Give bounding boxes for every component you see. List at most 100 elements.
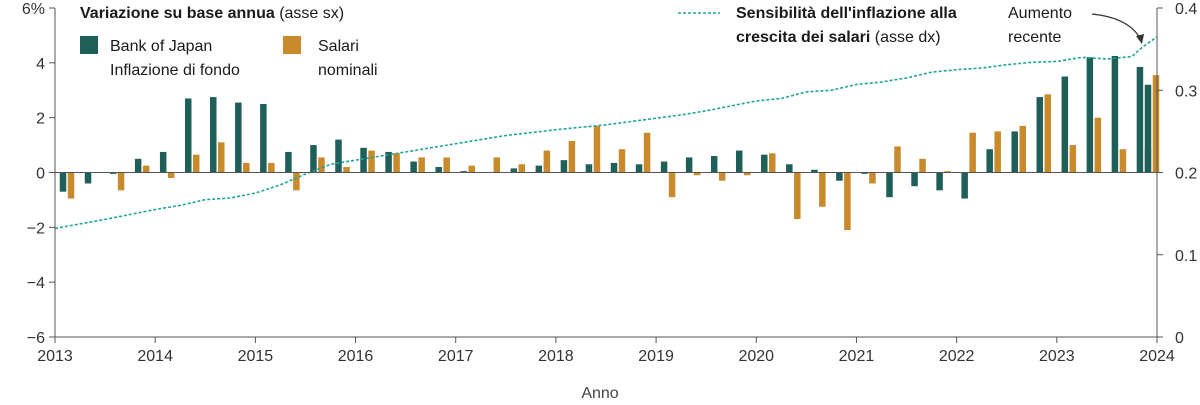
x-tick-label: 2024 [1139, 348, 1175, 365]
x-tick-label: 2016 [338, 348, 374, 365]
x-tick-label: 2014 [137, 348, 173, 365]
x-axis-title: Anno [581, 385, 618, 402]
bar-nominal-wages [67, 172, 75, 199]
y-left-tick-label: 4 [36, 56, 45, 73]
bar-nominal-wages [568, 140, 576, 173]
bar-core-inflation [460, 171, 467, 173]
bar-core-inflation [861, 172, 868, 174]
bar-core-inflation [235, 102, 242, 173]
x-tick-label: 2023 [1039, 348, 1075, 365]
bar-nominal-wages [769, 153, 776, 173]
bar-nominal-wages [718, 172, 726, 181]
bar-nominal-wages [1094, 117, 1102, 173]
bar-nominal-wages [418, 157, 425, 173]
x-tick-label: 2013 [37, 348, 73, 365]
bar-core-inflation [635, 164, 643, 173]
bar-core-inflation [560, 160, 568, 173]
bar-core-inflation [886, 172, 893, 198]
legend-swatch-core-inflation [80, 36, 98, 54]
legend-wages-line1: Salari [318, 38, 359, 55]
bar-nominal-wages [869, 172, 876, 184]
bar-nominal-wages [969, 132, 976, 173]
bar-core-inflation [1061, 76, 1069, 173]
bar-core-inflation [585, 164, 593, 173]
bar-core-inflation [761, 154, 768, 173]
bar-core-inflation [385, 151, 392, 173]
bar-core-inflation [735, 150, 743, 173]
bar-core-inflation [1136, 66, 1144, 173]
axes-layer: 6% 4 2 0 −2 −4 −6 0.4 0.3 0.2 0.1 0 2013 2014 2015 2016… [22, 1, 1197, 365]
bar-nominal-wages [894, 146, 901, 173]
y-left-tick-label: 6% [22, 1, 45, 18]
bar-core-inflation [936, 172, 943, 191]
bar-core-inflation [159, 151, 167, 173]
bar-core-inflation [184, 98, 192, 173]
bar-core-inflation [285, 151, 292, 173]
bar-nominal-wages [543, 150, 551, 173]
annotation-arrow [1091, 13, 1142, 41]
y-right-tick-label: 0.2 [1175, 166, 1197, 183]
bar-core-inflation [1011, 131, 1018, 173]
legend-line-title-1: Sensibilità dell'inflazione alla [736, 5, 957, 22]
bar-core-inflation [360, 147, 367, 173]
legend-wages-line2: nominali [318, 62, 378, 79]
x-tick-label: 2018 [538, 348, 574, 365]
bar-nominal-wages [994, 131, 1001, 173]
y-left-tick-label: −6 [27, 330, 45, 347]
bar-nominal-wages [493, 157, 501, 173]
x-tick-label: 2019 [638, 348, 674, 365]
bar-nominal-wages [693, 172, 701, 176]
bar-nominal-wages [343, 167, 350, 173]
bar-core-inflation [986, 149, 993, 173]
y-right-tick-label: 0.3 [1175, 83, 1197, 100]
bar-nominal-wages [393, 153, 400, 173]
bar-core-inflation [435, 167, 442, 173]
x-tick-label: 2020 [738, 348, 774, 365]
bar-core-inflation [59, 172, 67, 192]
bar-nominal-wages [468, 165, 475, 173]
bar-nominal-wages [819, 172, 826, 207]
bar-core-inflation [610, 162, 618, 173]
y-left-tick-label: −2 [27, 220, 45, 237]
bar-nominal-wages [443, 157, 450, 173]
bar-nominal-wages [919, 158, 926, 173]
y-left-tick-label: −4 [27, 275, 45, 292]
bar-nominal-wages [1152, 75, 1160, 173]
bar-core-inflation [260, 103, 267, 173]
bar-nominal-wages [368, 150, 375, 173]
bar-core-inflation [961, 172, 968, 199]
bar-nominal-wages [167, 172, 175, 178]
bar-nominal-wages [1044, 94, 1052, 173]
bar-core-inflation [660, 161, 668, 173]
bar-nominal-wages [268, 162, 275, 173]
y-left-tick-label: 2 [36, 111, 45, 128]
legend-line-title-2: crescita dei salari (asse dx) [736, 29, 941, 46]
bar-nominal-wages [844, 172, 851, 231]
bar-nominal-wages [293, 172, 300, 191]
bars-layer [59, 55, 1160, 231]
annotation-line2: recente [1008, 29, 1061, 46]
bar-nominal-wages [743, 172, 751, 176]
bar-core-inflation [510, 168, 518, 173]
bar-nominal-wages [518, 164, 526, 173]
bar-nominal-wages [944, 171, 951, 173]
bar-core-inflation [1086, 57, 1094, 173]
inflation-sensitivity-line [54, 36, 1158, 230]
bar-core-inflation [710, 156, 718, 173]
bar-core-inflation [836, 172, 843, 181]
bar-core-inflation [84, 172, 92, 184]
x-tick-label: 2022 [939, 348, 975, 365]
bar-nominal-wages [192, 154, 200, 173]
x-tick-label: 2015 [238, 348, 274, 365]
bar-nominal-wages [318, 157, 325, 173]
y-right-tick-label: 0 [1175, 330, 1184, 347]
bar-core-inflation [1036, 97, 1044, 173]
bar-core-inflation [210, 97, 217, 173]
bar-nominal-wages [142, 165, 150, 173]
bar-core-inflation [134, 158, 142, 173]
annotation-line1: Aumento [1008, 5, 1072, 22]
x-tick-label: 2021 [839, 348, 875, 365]
y-right-tick-label: 0.1 [1175, 248, 1197, 265]
bar-nominal-wages [218, 142, 225, 173]
